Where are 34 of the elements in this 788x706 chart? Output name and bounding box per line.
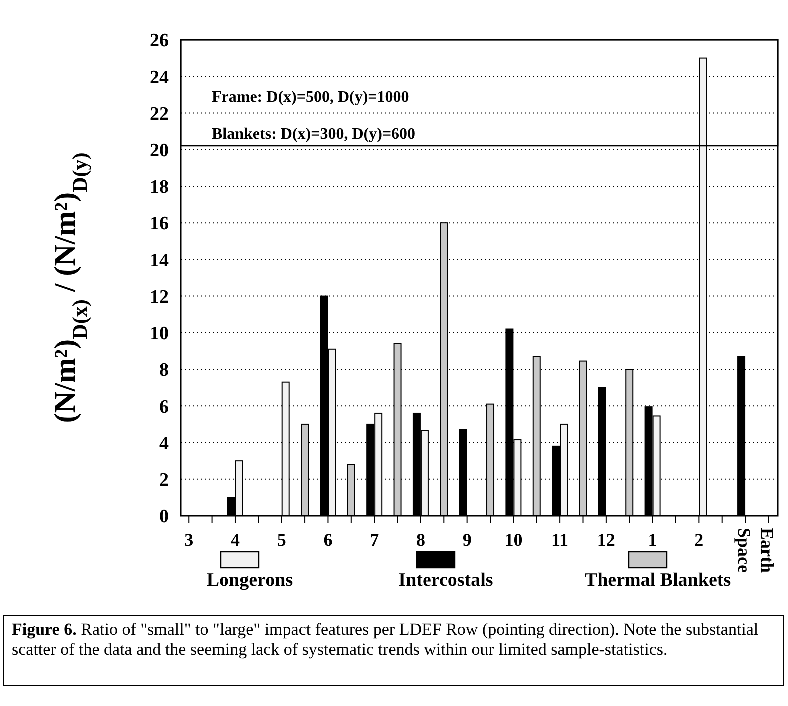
x-tick-label: 5 xyxy=(277,530,286,550)
y-tick-label: 2 xyxy=(160,470,169,492)
y-tick-label: 8 xyxy=(160,360,169,382)
y-tick-label: 4 xyxy=(160,433,170,454)
y-tick-label: 18 xyxy=(150,177,169,198)
x-tick-label: 11 xyxy=(552,530,569,550)
y-tick-label: 6 xyxy=(160,396,169,418)
x-tick-label: Space xyxy=(734,528,755,574)
legend-label: Longerons xyxy=(206,570,294,591)
caption: Figure 6. Ratio of "small" to "large" impact features per LDEF Row (pointing direction). Note the substantial scatter of the data and the seeming lack of systematic trends within our limited sample-statistics. xyxy=(12,620,760,660)
x-tick-label: 2 xyxy=(694,530,704,550)
y-tick-label: 10 xyxy=(150,324,169,345)
x-tick-label: Earth xyxy=(758,528,778,573)
legend-label: Thermal Blankets xyxy=(584,570,732,591)
y-tick-label: 12 xyxy=(150,286,169,308)
x-tick-label: 12 xyxy=(597,530,616,550)
x-tick-label: 6 xyxy=(324,530,333,550)
y-tick-label: 22 xyxy=(150,104,169,125)
x-tick-label: 7 xyxy=(370,530,380,550)
y-tick-label: 0 xyxy=(160,506,169,528)
x-tick-label: 9 xyxy=(462,530,472,550)
x-tick-label: 3 xyxy=(184,530,194,550)
legend-label: Intercostals xyxy=(398,570,494,591)
annotation: Blankets: D(x)=300, D(y)=600 xyxy=(212,126,416,143)
annotation: Frame: D(x)=500, D(y)=1000 xyxy=(212,89,410,106)
y-tick-label: 26 xyxy=(150,30,169,52)
x-tick-label: 8 xyxy=(416,530,426,550)
y-tick-label: 16 xyxy=(150,214,169,235)
x-tick-label: 4 xyxy=(230,530,240,550)
x-tick-label: 1 xyxy=(648,530,658,550)
x-tick-label: 10 xyxy=(504,530,523,550)
y-tick-label: 20 xyxy=(150,140,169,162)
y-tick-label: 14 xyxy=(150,250,170,272)
y-tick-label: 24 xyxy=(150,67,170,88)
